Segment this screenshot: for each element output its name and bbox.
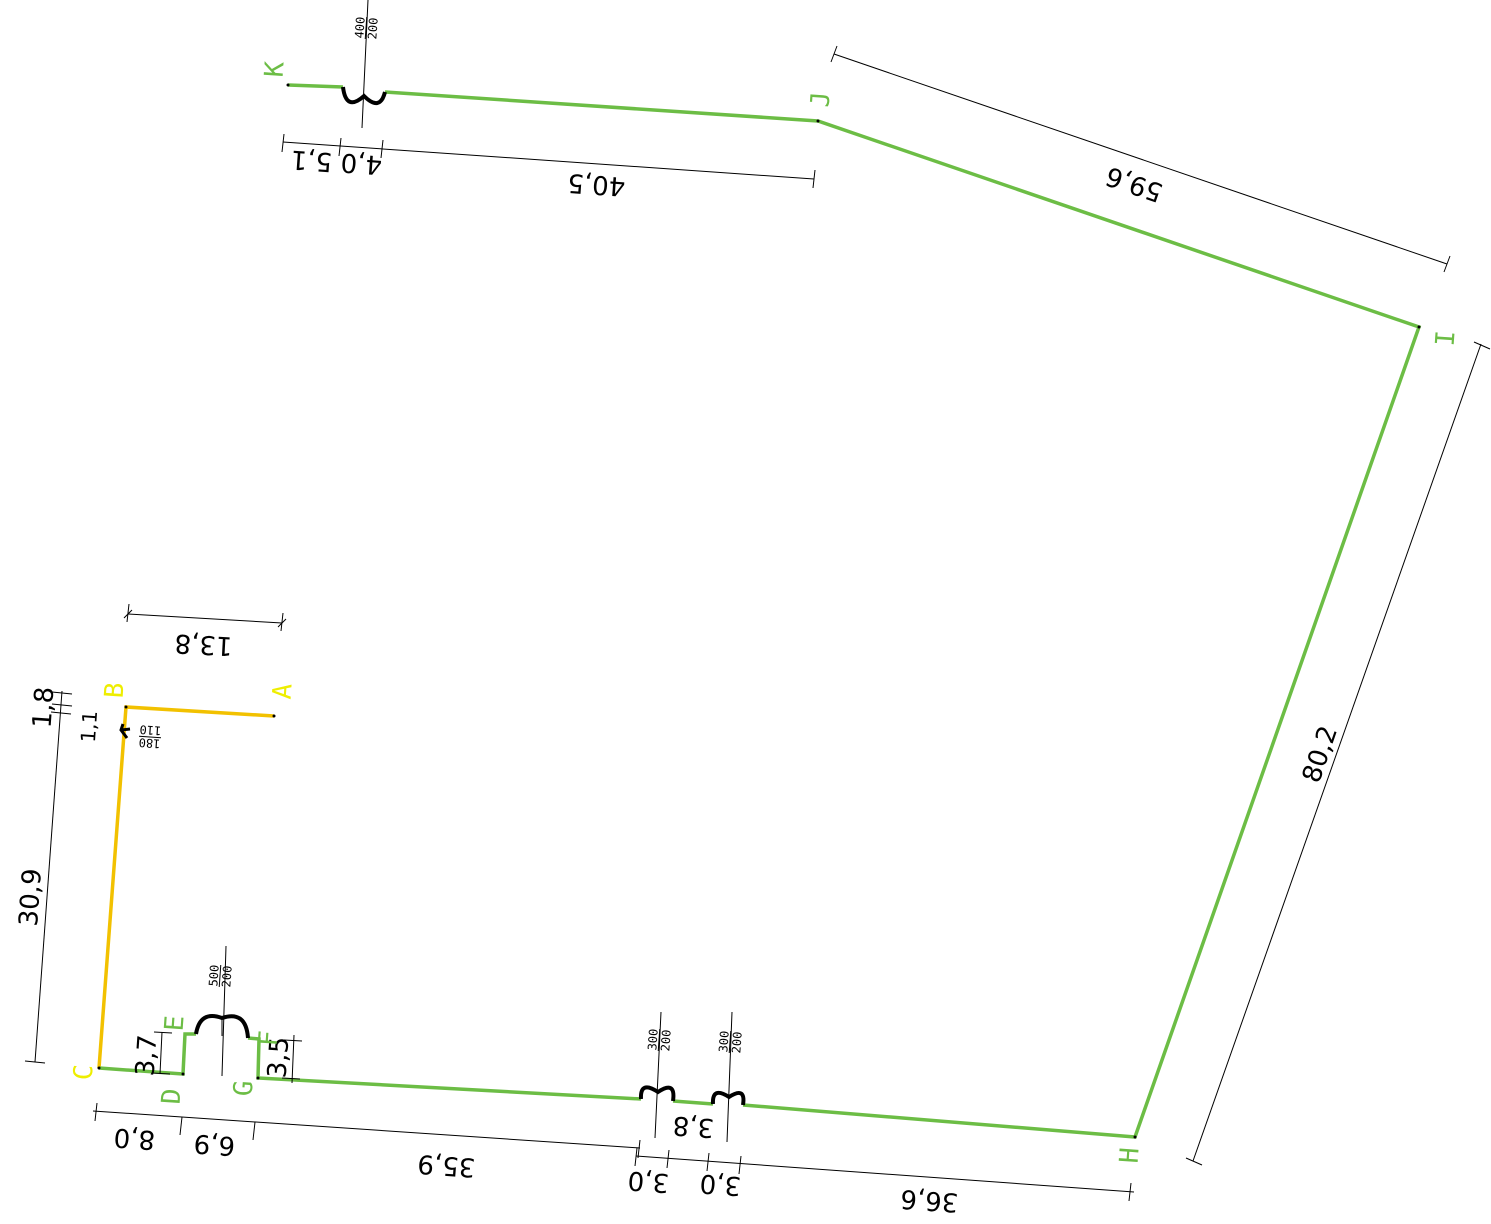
point-label-d: D [157, 1088, 188, 1106]
dimension-line-bottom-left [92, 1102, 641, 1159]
svg-text:200: 200 [365, 17, 380, 40]
svg-text:200: 200 [729, 1031, 744, 1054]
dimension-line-bc [24, 690, 73, 1064]
dimension-line-hi [1185, 341, 1491, 1166]
opening-symbol-jk [341, 0, 387, 129]
dimension-line-ij [830, 45, 1451, 273]
svg-text:300: 300 [716, 1030, 731, 1053]
svg-text:180: 180 [138, 735, 161, 750]
point-label-i: I [1431, 330, 1462, 348]
dim-label-gap1: 3,0 [627, 1165, 670, 1198]
dimension-line-jk [281, 133, 816, 189]
dim-label-k-gap-a: 4,0 [340, 147, 383, 180]
vertex-markers [97, 83, 1421, 1139]
wall-a-b-c [97, 705, 275, 1069]
dim-label-bc-top1: 1,8 [28, 686, 61, 729]
point-label-h: H [1115, 1147, 1146, 1165]
dim-label-bc: 30,9 [14, 868, 48, 928]
opening-fraction-gh1: 300 200 [645, 1028, 673, 1052]
dimension-line-de-height [151, 1031, 173, 1075]
wall-c-d-e [98, 1032, 196, 1076]
dim-label-k-gap-b: 5,1 [290, 144, 333, 177]
wall-k-end [287, 83, 344, 89]
dimension-line-fg-height [281, 1034, 303, 1084]
dim-label-hi: 80,2 [1297, 722, 1344, 787]
dim-label-cd: 8,0 [113, 1122, 156, 1155]
point-label-e: E [160, 1015, 191, 1033]
opening-fraction-b: 180 110 [138, 722, 162, 750]
opening-fraction-ef: 500 200 [206, 964, 234, 988]
dim-label-ab: 13,8 [174, 627, 233, 660]
svg-text:200: 200 [658, 1029, 673, 1052]
wall-between-gaps [672, 1099, 714, 1106]
dim-label-de-height: 3,7 [131, 1034, 164, 1077]
svg-text:300: 300 [645, 1028, 660, 1051]
point-label-a: A [268, 682, 299, 700]
dim-label-gap2: 3,0 [699, 1168, 742, 1201]
svg-text:110: 110 [139, 722, 162, 737]
dim-label-gap2-to-h: 36,6 [900, 1183, 960, 1217]
point-label-b: B [100, 682, 131, 700]
point-label-f: F [254, 1030, 285, 1048]
svg-text:400: 400 [352, 16, 367, 39]
point-label-c: C [69, 1064, 100, 1082]
point-label-k: K [260, 60, 291, 78]
svg-text:500: 500 [206, 964, 221, 987]
opening-fraction-gh2: 300 200 [716, 1030, 744, 1054]
wall-gap2-h-i-j-gap [384, 90, 1422, 1139]
opening-symbol-gh2 [710, 1011, 746, 1143]
dim-label-ij: 59,6 [1102, 160, 1167, 207]
dim-label-dg: 6,9 [193, 1128, 236, 1161]
point-label-g: G [229, 1080, 260, 1098]
dim-label-jk: 40,5 [567, 167, 627, 201]
dim-label-g-to-gap1: 35,9 [417, 1148, 477, 1182]
dimension-line-ab [123, 603, 287, 632]
svg-text:200: 200 [219, 965, 234, 988]
dim-label-between-gaps: 3,8 [672, 1110, 715, 1143]
wall-f-g-h-gap1 [247, 1036, 642, 1101]
opening-symbol-b [119, 723, 131, 739]
dimension-line-bottom-right [634, 1147, 1135, 1202]
dim-label-fg-height: 3,5 [263, 1036, 296, 1079]
point-label-j: J [806, 91, 837, 109]
dim-label-bc-top2: 1,1 [76, 710, 102, 743]
opening-fraction-jk: 400 200 [352, 16, 380, 40]
opening-symbol-ef [194, 945, 250, 1077]
opening-symbol-gh1 [638, 1011, 676, 1139]
